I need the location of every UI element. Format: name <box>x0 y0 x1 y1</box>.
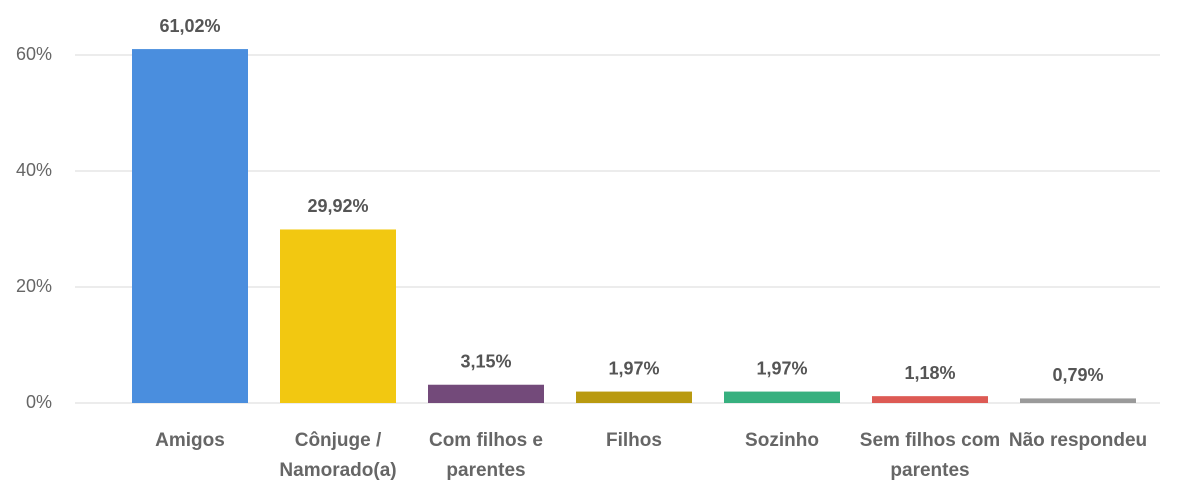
bar <box>872 396 988 403</box>
x-tick-label: Cônjuge / Namorado(a) <box>279 430 397 481</box>
value-label: 1,18% <box>904 363 955 383</box>
value-label: 1,97% <box>756 358 807 378</box>
bar <box>428 384 544 403</box>
y-tick-label: 0% <box>26 392 52 412</box>
bar <box>280 229 396 403</box>
value-label: 0,79% <box>1052 365 1103 385</box>
x-tick-label: Sozinho <box>745 430 819 451</box>
x-tick-label: Filhos <box>606 430 662 451</box>
x-tick-label: Não respondeu <box>1008 430 1148 451</box>
x-tick-label: Amigos <box>155 430 225 451</box>
bar <box>1020 398 1136 403</box>
y-tick-label: 60% <box>16 44 52 64</box>
value-label: 3,15% <box>460 351 511 371</box>
y-tick-label: 40% <box>16 160 52 180</box>
bar <box>576 391 692 403</box>
value-label: 29,92% <box>307 196 368 216</box>
value-label: 1,97% <box>608 358 659 378</box>
bar <box>724 391 840 403</box>
value-label: 61,02% <box>159 16 220 36</box>
y-tick-label: 20% <box>16 276 52 296</box>
x-tick-label: Sem filhos com parentes <box>859 430 1001 481</box>
bar <box>132 49 248 404</box>
x-tick-label: Com filhos e parentes <box>428 430 543 481</box>
